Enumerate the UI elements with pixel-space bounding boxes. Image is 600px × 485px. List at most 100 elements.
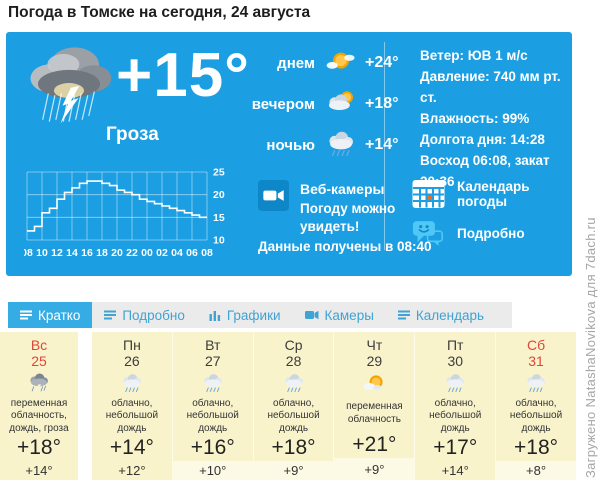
current-condition: Гроза — [106, 124, 159, 145]
day-temperature: +18° — [16, 436, 62, 460]
day-temperature: +18° — [514, 436, 559, 460]
svg-text:10: 10 — [213, 235, 225, 247]
daytime-temp: +24° — [365, 54, 399, 71]
day-description: облачно, небольшой дождь — [267, 397, 320, 434]
humidity-detail: Влажность: 99% — [420, 111, 530, 126]
day-description: переменная облачность — [346, 401, 403, 425]
day-description: облачно, небольшой дождь — [509, 397, 563, 434]
weather-calendar-link[interactable]: Календарь погоды — [412, 179, 572, 209]
svg-text:20: 20 — [111, 247, 123, 259]
day-description: переменная облачность, дождь, гроза — [9, 397, 69, 434]
day-temperature: +16° — [190, 436, 235, 460]
sun-cloud-icon — [356, 372, 392, 399]
svg-text:06: 06 — [186, 247, 198, 259]
day-date: 28 — [285, 353, 302, 369]
cloud-rain-icon — [114, 372, 150, 396]
svg-text:08: 08 — [24, 247, 33, 259]
webcams-link[interactable]: Веб-камеры Погоду можно увидеть! — [258, 180, 412, 236]
camera-icon — [305, 310, 319, 320]
day-temperature: +18° — [271, 436, 316, 460]
forecast-card-thursday[interactable]: Чт 29 переменная облачность +21° +9° — [333, 332, 415, 480]
webcams-title: Веб-камеры — [300, 181, 385, 197]
daytime-label: днем — [277, 54, 315, 72]
calendar-link-label: Календарь погоды — [457, 179, 530, 209]
day-description: облачно, небольшой дождь — [105, 397, 159, 434]
forecast-card-group: Пн 26 облачно, небольшой дождь +14° +12°… — [92, 332, 576, 480]
forecast-card-saturday[interactable]: Сб 31 облачно, небольшой дождь +18° +8° — [495, 332, 576, 480]
night-temperature: +8° — [496, 461, 576, 480]
day-temperature: +21° — [352, 433, 397, 457]
current-weather-panel: +15° Гроза днем +24° вечером +18° ночью … — [6, 32, 572, 276]
day-name: Пт — [446, 337, 464, 353]
night-label: ночью — [266, 136, 315, 154]
tab-label: Календарь — [415, 307, 485, 323]
evening-temp: +18° — [365, 95, 399, 112]
day-date: 30 — [447, 353, 464, 369]
tab-calendar[interactable]: Календарь — [386, 302, 496, 328]
night-temperature: +12° — [118, 463, 146, 479]
tab-brief[interactable]: Кратко — [8, 302, 93, 328]
daytime-forecast-row: днем +24° — [191, 44, 413, 82]
webcams-subtitle: Погоду можно увидеть! — [300, 201, 396, 234]
cloud-rain-icon — [437, 372, 473, 396]
view-tabs: Кратко Подробно Графики Камеры Календарь — [8, 302, 513, 328]
svg-text:00: 00 — [141, 247, 153, 259]
svg-text:18: 18 — [96, 247, 108, 259]
storm-cloud-icon — [21, 372, 57, 396]
svg-text:08: 08 — [201, 247, 213, 259]
calendar-icon — [412, 179, 445, 209]
evening-label: вечером — [251, 95, 315, 113]
svg-text:12: 12 — [51, 247, 63, 259]
tab-detailed[interactable]: Подробно — [92, 302, 197, 328]
panel-divider — [384, 42, 385, 250]
cloud-rain-icon — [276, 372, 312, 396]
list-icon — [104, 309, 116, 321]
data-received-timestamp: Данные получены в 08:40 — [258, 239, 432, 254]
cloud-rain-icon — [324, 129, 358, 161]
day-date: 31 — [528, 353, 544, 369]
svg-text:16: 16 — [81, 247, 93, 259]
weather-details: Ветер: ЮВ 1 м/с Давление: 740 мм рт. ст.… — [420, 45, 572, 192]
night-temperature: +10° — [172, 461, 253, 480]
cloud-sun-icon — [324, 88, 358, 120]
forecast-card-tuesday[interactable]: Вт 27 облачно, небольшой дождь +16° +10° — [171, 332, 253, 480]
tab-charts[interactable]: Графики — [197, 302, 293, 328]
night-temperature: +9° — [334, 458, 415, 480]
weekly-forecast: Вс 25 переменная облачность, дождь, гроз… — [0, 332, 576, 480]
svg-text:25: 25 — [213, 167, 225, 179]
day-date: 25 — [31, 353, 47, 369]
day-name: Чт — [366, 337, 383, 353]
forecast-card-sunday[interactable]: Вс 25 переменная облачность, дождь, гроз… — [0, 332, 78, 480]
chat-smiley-icon — [412, 218, 445, 249]
details-link[interactable]: Подробно — [412, 218, 525, 249]
tab-cameras[interactable]: Камеры — [293, 302, 386, 328]
forecast-card-monday[interactable]: Пн 26 облачно, небольшой дождь +14° +12° — [92, 332, 172, 480]
current-temperature: +15° — [116, 41, 250, 110]
night-temperature: +9° — [253, 461, 334, 480]
list-icon — [20, 309, 32, 321]
tab-label: Кратко — [38, 307, 81, 323]
day-name: Вт — [205, 337, 221, 353]
day-length-detail: Долгота дня: 14:28 — [420, 132, 545, 147]
tab-label: Камеры — [324, 307, 374, 323]
tab-label: Подробно — [122, 307, 185, 323]
svg-text:14: 14 — [66, 247, 78, 259]
wind-detail: Ветер: ЮВ 1 м/с — [420, 48, 528, 63]
list-icon — [398, 309, 410, 321]
svg-text:10: 10 — [36, 247, 48, 259]
day-name: Вс — [30, 337, 48, 353]
day-name: Пн — [123, 337, 141, 353]
day-name: Ср — [284, 337, 303, 353]
svg-text:02: 02 — [156, 247, 168, 259]
cloud-rain-icon — [195, 372, 231, 396]
webcam-icon — [258, 180, 289, 211]
tab-label: Графики — [226, 307, 281, 323]
night-temperature: +14° — [25, 463, 53, 479]
evening-forecast-row: вечером +18° — [191, 85, 413, 123]
forecast-card-friday[interactable]: Пт 30 облачно, небольшой дождь +17° +14° — [414, 332, 496, 480]
day-description: облачно, небольшой дождь — [429, 397, 482, 434]
page-title: Погода в Томске на сегодня, 24 августа — [8, 4, 311, 21]
svg-text:20: 20 — [213, 189, 225, 201]
forecast-card-wednesday[interactable]: Ср 28 облачно, небольшой дождь +18° +9° — [252, 332, 334, 480]
day-date: 27 — [204, 353, 221, 369]
